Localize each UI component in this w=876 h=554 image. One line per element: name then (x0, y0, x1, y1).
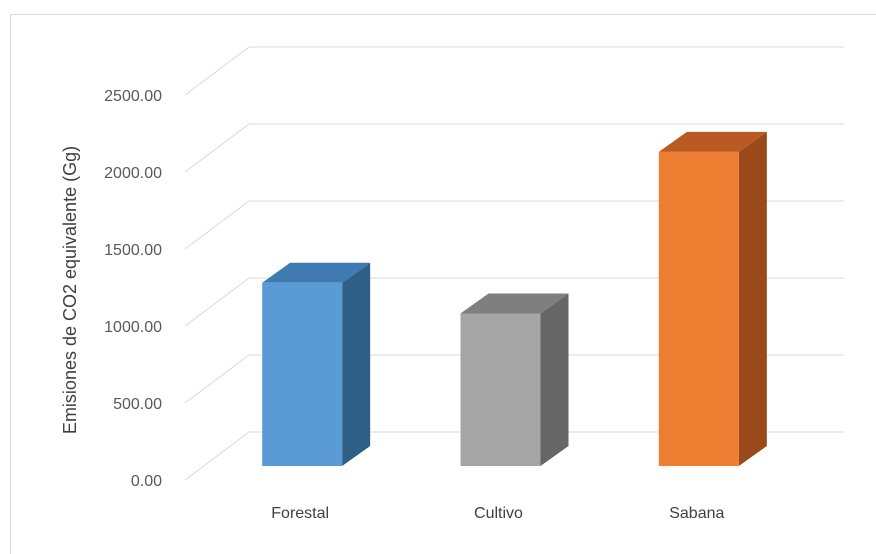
y-tick-label: 0.00 (131, 473, 162, 490)
grid-line-diagonal (184, 46, 250, 96)
x-tick-label: Cultivo (474, 505, 523, 522)
grid-line-diagonal (184, 277, 250, 327)
grid-line-diagonal (184, 431, 250, 481)
bar-side-face (738, 131, 767, 466)
y-tick-label: 2500.00 (104, 88, 162, 105)
bar-top-face (460, 293, 569, 314)
bar-side-face (342, 262, 371, 466)
bar-top-face (658, 131, 767, 152)
bar-forestal (262, 262, 371, 466)
chart-frame (10, 14, 876, 554)
y-axis-label: Emisiones de CO2 equivalente (Gg) (60, 146, 80, 434)
bar-sabana (658, 131, 767, 466)
y-axis-ticks: 0.00 500.00 1000.00 1500.00 2000.00 2500.00 (104, 88, 162, 490)
grid-line-diagonal (184, 354, 250, 404)
bar-front-face (658, 151, 739, 466)
chart-bars (262, 131, 767, 466)
bar-side-face (540, 293, 569, 466)
grid-line-diagonal (184, 123, 250, 173)
bar-top-face (262, 262, 371, 283)
y-tick-label: 2000.00 (104, 165, 162, 182)
grid-line-diagonal (184, 200, 250, 250)
y-tick-label: 1000.00 (104, 319, 162, 336)
x-tick-label: Sabana (669, 505, 724, 522)
y-tick-label: 1500.00 (104, 242, 162, 259)
x-axis-ticks: Forestal Cultivo Sabana (271, 505, 724, 522)
bar-front-face (460, 313, 541, 466)
bar-chart: 0.00 500.00 1000.00 1500.00 2000.00 2500.00 F… (60, 46, 844, 522)
y-tick-label: 500.00 (113, 396, 162, 413)
bar-front-face (262, 282, 343, 466)
x-tick-label: Forestal (271, 505, 329, 522)
bar-cultivo (460, 293, 569, 466)
